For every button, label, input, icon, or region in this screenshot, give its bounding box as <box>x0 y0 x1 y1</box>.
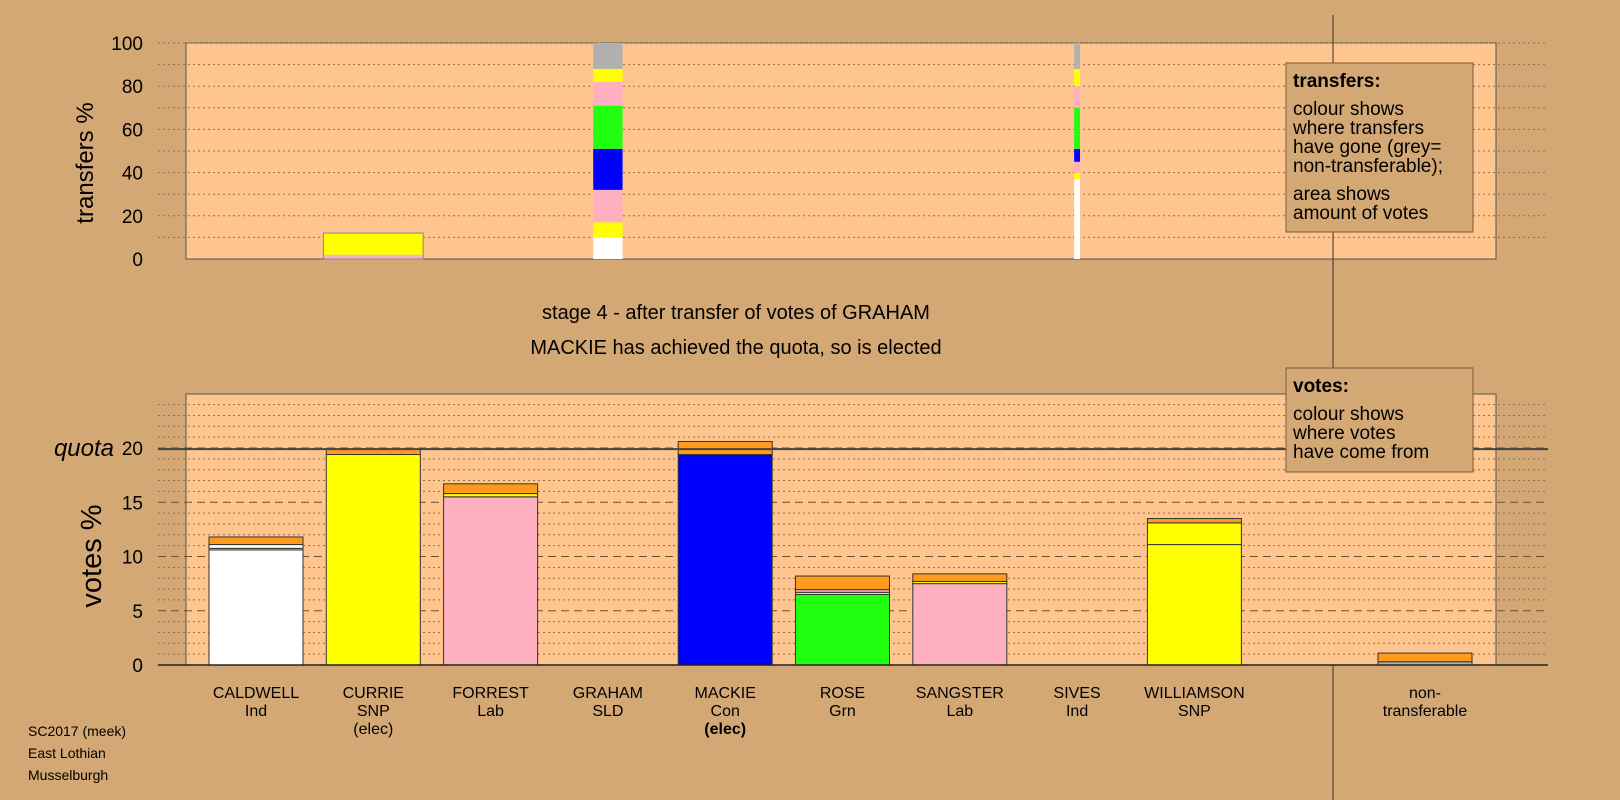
transfer-segment <box>1074 172 1081 180</box>
vote-segment <box>912 583 1008 666</box>
legend-transfers-line: have gone (grey= <box>1293 137 1441 158</box>
candidate-label: SNP <box>357 703 390 720</box>
legend-transfers-line: non-transferable); <box>1293 156 1443 177</box>
candidate-label: Ind <box>1066 703 1088 720</box>
info-election: SC2017 (meek) <box>28 723 126 739</box>
transfer-segment <box>1074 107 1081 149</box>
transfer-segment <box>1074 161 1081 173</box>
candidate-label: (elec) <box>704 721 746 738</box>
transfer-segment <box>323 233 424 255</box>
y-tick-label: 5 <box>132 602 143 623</box>
candidate-label: non- <box>1409 685 1441 702</box>
vote-segment <box>325 454 421 666</box>
candidate-label: FORREST <box>452 685 529 702</box>
candidate-label: CURRIE <box>343 685 404 702</box>
transfer-segment <box>1074 179 1081 259</box>
info-ward: Musselburgh <box>28 767 108 783</box>
candidate-label: Ind <box>245 703 267 720</box>
candidate-label: SNP <box>1178 703 1211 720</box>
legend-votes-line: colour shows <box>1293 404 1404 425</box>
quota-label: quota <box>54 435 114 462</box>
vote-segment <box>443 496 539 666</box>
vote-segment <box>208 536 304 546</box>
y-tick-label: 20 <box>122 207 143 228</box>
transfer-segment <box>1074 68 1081 87</box>
legend-transfers-line: colour shows <box>1293 99 1404 120</box>
vote-segment <box>1146 522 1242 546</box>
candidate-label: Lab <box>946 703 973 720</box>
vote-segment <box>912 573 1008 582</box>
candidate-label: SIVES <box>1054 685 1101 702</box>
candidate-label: WILLIAMSON <box>1144 685 1244 702</box>
candidate-label: SLD <box>592 703 623 720</box>
vote-segment <box>208 544 304 549</box>
y-tick-label: 20 <box>122 439 143 460</box>
transfer-bar-outline <box>322 232 424 260</box>
vote-segment <box>1146 544 1242 666</box>
legend-transfers-line: area shows <box>1293 184 1390 205</box>
transfer-segment <box>593 81 623 106</box>
legend-votes-line: have come from <box>1293 442 1429 463</box>
vote-segment <box>443 483 539 495</box>
y-tick-label: 0 <box>132 250 143 271</box>
candidate-label: SANGSTER <box>916 685 1004 702</box>
y-tick-label: 100 <box>111 34 143 55</box>
vote-segment <box>1146 518 1242 524</box>
y-tick-label: 40 <box>122 164 143 185</box>
transfer-segment <box>593 222 623 238</box>
transfer-segment <box>1074 86 1081 108</box>
transfer-segment <box>593 189 623 223</box>
transfer-segment <box>593 68 623 82</box>
stage-subtitle: MACKIE has achieved the quota, so is ele… <box>530 337 941 359</box>
vote-segment <box>795 593 890 666</box>
vote-segment <box>677 454 773 666</box>
y-tick-label: 60 <box>122 120 143 141</box>
transfer-segment <box>593 105 623 149</box>
transfer-segment <box>1074 43 1081 69</box>
vote-segment <box>677 440 773 456</box>
vote-segment <box>208 549 304 666</box>
info-council: East Lothian <box>28 745 106 761</box>
legend-transfers-line: where transfers <box>1292 118 1424 139</box>
vote-segment <box>795 575 890 591</box>
y-tick-label: 0 <box>132 656 143 677</box>
transfer-segment <box>1074 148 1081 162</box>
candidate-label: transferable <box>1383 703 1468 720</box>
stage-title: stage 4 - after transfer of votes of GRA… <box>542 302 930 324</box>
candidate-label: ROSE <box>820 685 865 702</box>
candidate-label: CALDWELL <box>213 685 299 702</box>
y-tick-label: 10 <box>122 548 143 569</box>
candidate-label: MACKIE <box>695 685 756 702</box>
legend-votes-line: where votes <box>1292 423 1395 444</box>
transfer-segment <box>593 148 623 190</box>
candidate-label: Lab <box>477 703 504 720</box>
legend-transfers-line: amount of votes <box>1293 203 1428 224</box>
candidate-label: Grn <box>829 703 856 720</box>
candidate-label: Con <box>711 703 740 720</box>
transfers-legend: transfers: colour shows where transfers … <box>1285 62 1474 233</box>
y-tick-label: 80 <box>122 77 143 98</box>
legend-votes-title: votes: <box>1293 376 1349 397</box>
transfer-segment <box>323 254 424 259</box>
candidate-label: (elec) <box>353 721 393 738</box>
votes-legend: votes: colour shows where votes have com… <box>1285 367 1474 473</box>
vote-segment <box>1377 652 1473 663</box>
y-axis-label: transfers % <box>72 102 99 223</box>
y-axis-label: votes % <box>76 504 108 607</box>
y-tick-label: 15 <box>122 493 143 514</box>
legend-transfers-title: transfers: <box>1293 71 1381 92</box>
candidate-label: GRAHAM <box>573 685 643 702</box>
transfer-segment <box>593 237 623 259</box>
transfer-segment <box>593 43 623 69</box>
